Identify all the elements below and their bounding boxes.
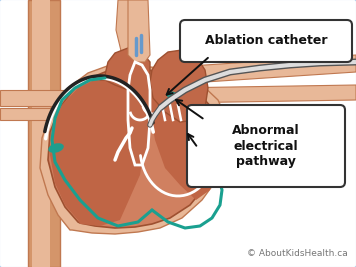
Text: © AboutKidsHealth.ca: © AboutKidsHealth.ca (247, 249, 348, 258)
Polygon shape (48, 68, 220, 228)
Polygon shape (128, 0, 150, 62)
Polygon shape (50, 72, 150, 226)
Polygon shape (150, 50, 208, 122)
Polygon shape (160, 55, 356, 85)
Polygon shape (28, 0, 60, 267)
Polygon shape (32, 0, 50, 267)
Ellipse shape (48, 143, 64, 153)
Polygon shape (40, 65, 228, 234)
Text: Ablation catheter: Ablation catheter (205, 34, 327, 48)
FancyBboxPatch shape (187, 105, 345, 187)
Polygon shape (100, 48, 150, 90)
Polygon shape (116, 0, 142, 85)
Polygon shape (170, 85, 356, 103)
Text: Abnormal
electrical
pathway: Abnormal electrical pathway (232, 124, 300, 167)
Ellipse shape (166, 91, 178, 99)
Polygon shape (0, 90, 90, 106)
Polygon shape (128, 62, 150, 165)
FancyBboxPatch shape (180, 20, 352, 62)
Polygon shape (0, 108, 100, 120)
Polygon shape (150, 80, 218, 200)
